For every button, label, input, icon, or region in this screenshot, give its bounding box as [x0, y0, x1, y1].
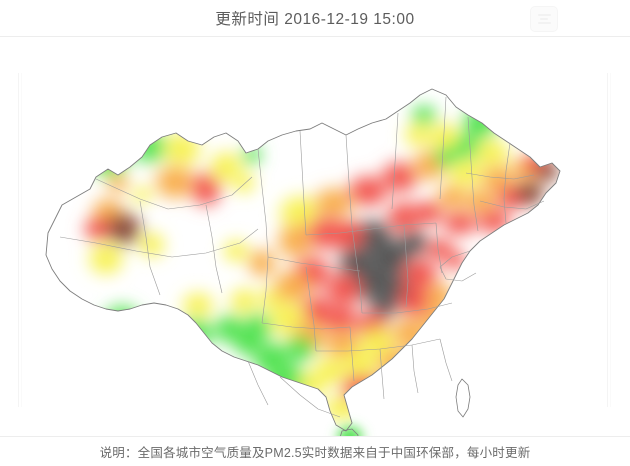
china-air-quality-map[interactable] [0, 37, 630, 436]
hainan-outline [340, 428, 359, 436]
page-title: 更新时间 2016-12-19 15:00 [215, 11, 415, 28]
map-borders [45, 88, 561, 436]
frame-rail-right-2 [610, 73, 611, 407]
header-bar: 更新时间 2016-12-19 15:00 [0, 0, 630, 37]
footer-bar: 说明：全国各城市空气质量及PM2.5实时数据来自于中国环保部，每小时更新 [0, 436, 630, 466]
aqi-heat-layer [46, 89, 560, 431]
menu-badge-icon[interactable] [530, 6, 558, 32]
taiwan-outline [455, 378, 471, 418]
map-caption: 说明：全国各城市空气质量及PM2.5实时数据来自于中国环保部，每小时更新 [99, 446, 531, 460]
frame-rail-right [607, 73, 608, 407]
frame-rail-left [18, 73, 19, 407]
map-stage[interactable] [0, 37, 630, 436]
frame-rail-left-2 [21, 73, 22, 407]
